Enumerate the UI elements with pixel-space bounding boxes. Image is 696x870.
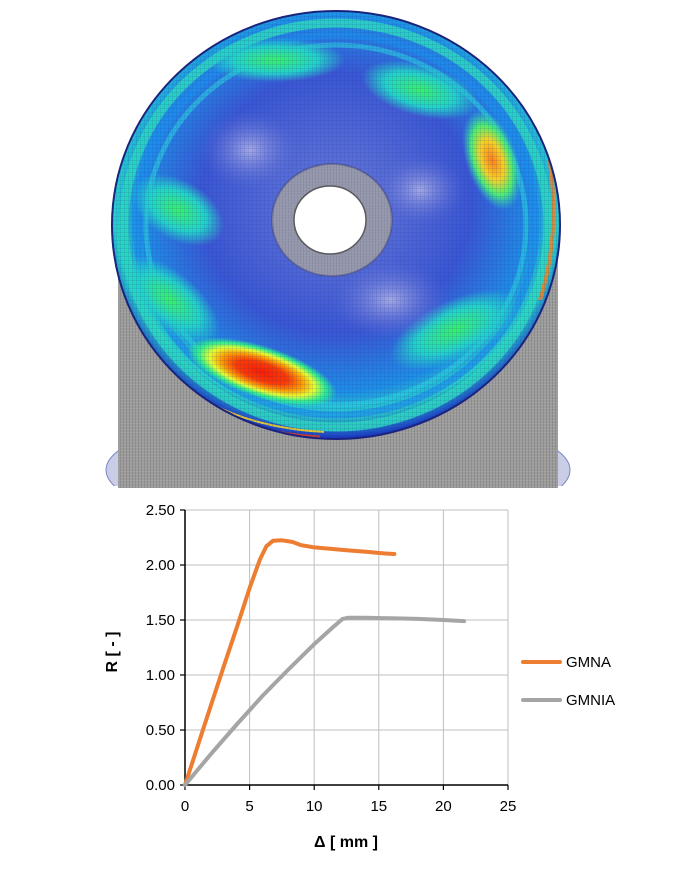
x-tick-label: 5 <box>245 798 253 815</box>
y-tick-label: 1.00 <box>146 667 175 684</box>
x-tick-label: 15 <box>370 798 387 815</box>
chart-series <box>183 538 467 787</box>
series-line-gmna <box>183 538 397 787</box>
x-tick-label: 25 <box>500 798 517 815</box>
x-tick-label: 0 <box>181 798 189 815</box>
legend-label-gmnia: GMNIA <box>566 692 615 709</box>
chart-axes <box>180 509 509 790</box>
y-tick-label: 1.50 <box>146 612 175 629</box>
chart-legend: GMNA GMNIA <box>521 654 615 709</box>
y-tick-label: 2.00 <box>146 557 175 574</box>
chart-ticks: 0 5 10 15 20 25 0.00 0.50 1.00 1.50 2.00 2.50 <box>146 502 517 815</box>
y-tick-label: 0.00 <box>146 777 175 794</box>
load-displacement-chart: 0 5 10 15 20 25 0.00 0.50 1.00 1.50 2.00 2.50 R [ -… <box>104 502 615 851</box>
y-tick-label: 2.50 <box>146 502 175 519</box>
y-axis-label: R [ - ] <box>104 632 121 673</box>
x-tick-label: 10 <box>306 798 323 815</box>
fea-contour-image <box>105 10 571 490</box>
y-tick-label: 0.50 <box>146 722 175 739</box>
series-line-gmnia <box>183 615 467 787</box>
x-tick-label: 20 <box>435 798 452 815</box>
central-hole <box>271 163 393 277</box>
legend-label-gmna: GMNA <box>566 654 611 671</box>
x-axis-label: Δ [ mm ] <box>314 834 378 851</box>
